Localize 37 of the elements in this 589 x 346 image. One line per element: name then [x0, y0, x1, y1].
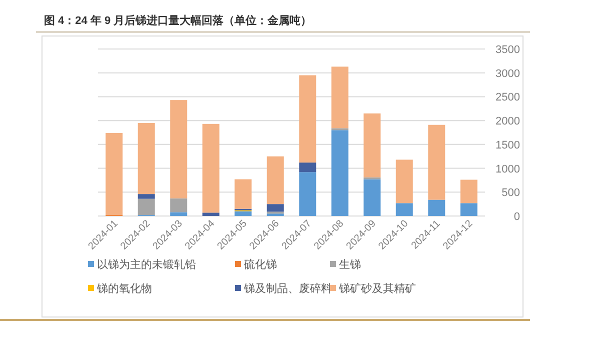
- bar: [299, 75, 316, 163]
- bar: [331, 66, 348, 128]
- y-tick-label: 0: [514, 211, 520, 223]
- bar: [138, 122, 155, 194]
- bar: [266, 204, 284, 212]
- bar: [234, 179, 252, 209]
- y-tick-label: 1000: [496, 163, 520, 176]
- bar: [428, 124, 446, 200]
- bar: [460, 203, 478, 216]
- bar: [364, 113, 381, 178]
- bar: [106, 132, 123, 216]
- bar: [138, 198, 155, 216]
- chart-title: 图 4：24 年 9 月后锑进口量大幅回落（单位：金属吨）: [44, 14, 312, 27]
- bar: [170, 212, 188, 216]
- y-tick-label: 2000: [496, 116, 520, 128]
- bar: [170, 100, 188, 198]
- bar: [460, 180, 478, 204]
- legend-label: 生锑: [339, 258, 361, 271]
- bar: [170, 198, 188, 212]
- bar: [202, 212, 220, 216]
- bar: [138, 194, 155, 199]
- y-tick-label: 3500: [496, 44, 520, 56]
- legend-label: 硫化锑: [244, 258, 277, 271]
- y-tick-label: 3000: [496, 68, 520, 80]
- bar: [299, 162, 316, 172]
- bar: [266, 156, 284, 204]
- legend-label: 锑矿砂及其精矿: [338, 282, 416, 295]
- bar: [428, 200, 446, 216]
- bar: [396, 203, 413, 216]
- bar: [331, 130, 348, 216]
- y-tick-label: 2500: [496, 92, 520, 104]
- y-tick-label: 1500: [496, 139, 520, 152]
- bar: [396, 160, 413, 204]
- bar: [202, 124, 220, 213]
- bar: [364, 179, 381, 216]
- bar: [299, 172, 316, 216]
- y-tick-label: 500: [502, 187, 520, 200]
